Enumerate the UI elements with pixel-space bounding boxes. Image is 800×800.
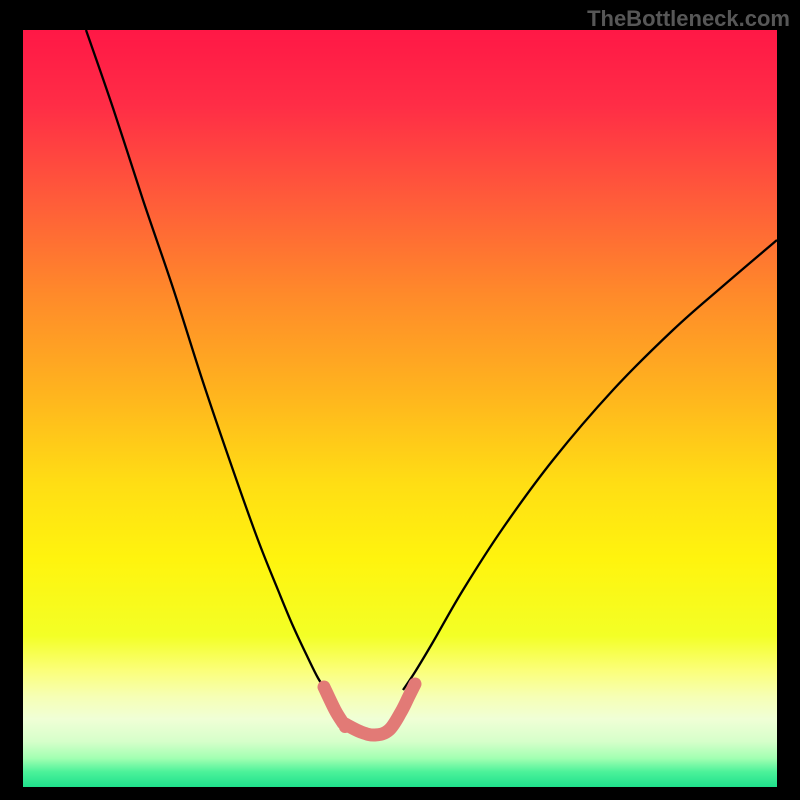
bottleneck-chart	[0, 0, 800, 800]
gap-dot	[339, 721, 351, 733]
chart-frame: TheBottleneck.com	[0, 0, 800, 800]
chart-background	[23, 30, 777, 787]
